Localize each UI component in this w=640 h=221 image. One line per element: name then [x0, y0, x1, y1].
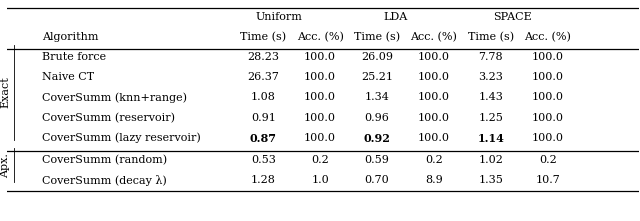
Text: 7.78: 7.78	[479, 52, 503, 62]
Text: 0.2: 0.2	[539, 155, 557, 165]
Text: 0.92: 0.92	[364, 133, 390, 144]
Text: Time (s): Time (s)	[240, 32, 286, 42]
Text: 100.0: 100.0	[304, 52, 336, 62]
Text: CoverSumm (decay λ): CoverSumm (decay λ)	[42, 175, 166, 186]
Text: 10.7: 10.7	[535, 175, 560, 185]
Text: 1.28: 1.28	[251, 175, 276, 185]
Text: 1.14: 1.14	[477, 133, 504, 144]
Text: 1.25: 1.25	[478, 113, 503, 123]
Text: CoverSumm (knn+range): CoverSumm (knn+range)	[42, 93, 187, 103]
Text: 0.96: 0.96	[365, 113, 389, 123]
Text: CoverSumm (random): CoverSumm (random)	[42, 155, 167, 166]
Text: 0.2: 0.2	[311, 155, 329, 165]
Text: 100.0: 100.0	[532, 93, 564, 103]
Text: 8.9: 8.9	[425, 175, 443, 185]
Text: 100.0: 100.0	[418, 93, 450, 103]
Text: 1.0: 1.0	[311, 175, 329, 185]
Text: 100.0: 100.0	[418, 72, 450, 82]
Text: 100.0: 100.0	[532, 72, 564, 82]
Text: Time (s): Time (s)	[354, 32, 400, 42]
Text: Exact: Exact	[0, 77, 10, 108]
Text: Acc. (%): Acc. (%)	[524, 32, 571, 42]
Text: 3.23: 3.23	[478, 72, 503, 82]
Text: 100.0: 100.0	[532, 133, 564, 143]
Text: 28.23: 28.23	[247, 52, 279, 62]
Text: Acc. (%): Acc. (%)	[297, 32, 344, 42]
Text: Algorithm: Algorithm	[42, 32, 99, 42]
Text: 0.59: 0.59	[365, 155, 389, 165]
Text: 26.37: 26.37	[247, 72, 279, 82]
Text: 1.02: 1.02	[478, 155, 503, 165]
Text: Apx.: Apx.	[0, 153, 10, 178]
Text: 0.87: 0.87	[250, 133, 276, 144]
Text: 0.2: 0.2	[425, 155, 443, 165]
Text: SPACE: SPACE	[493, 12, 532, 22]
Text: Uniform: Uniform	[255, 12, 303, 22]
Text: 100.0: 100.0	[532, 52, 564, 62]
Text: 100.0: 100.0	[304, 133, 336, 143]
Text: 0.91: 0.91	[251, 113, 276, 123]
Text: CoverSumm (lazy reservoir): CoverSumm (lazy reservoir)	[42, 133, 201, 143]
Text: 0.70: 0.70	[365, 175, 389, 185]
Text: LDA: LDA	[384, 12, 408, 22]
Text: 25.21: 25.21	[361, 72, 393, 82]
Text: 26.09: 26.09	[361, 52, 393, 62]
Text: 100.0: 100.0	[304, 113, 336, 123]
Text: 1.43: 1.43	[478, 93, 503, 103]
Text: Naive CT: Naive CT	[42, 72, 94, 82]
Text: Time (s): Time (s)	[468, 32, 514, 42]
Text: Acc. (%): Acc. (%)	[410, 32, 458, 42]
Text: 1.08: 1.08	[251, 93, 276, 103]
Text: 100.0: 100.0	[304, 72, 336, 82]
Text: 1.35: 1.35	[478, 175, 503, 185]
Text: CoverSumm (reservoir): CoverSumm (reservoir)	[42, 113, 175, 123]
Text: Brute force: Brute force	[42, 52, 106, 62]
Text: 100.0: 100.0	[304, 93, 336, 103]
Text: 100.0: 100.0	[532, 113, 564, 123]
Text: 100.0: 100.0	[418, 133, 450, 143]
Text: 1.34: 1.34	[365, 93, 389, 103]
Text: 100.0: 100.0	[418, 113, 450, 123]
Text: 0.53: 0.53	[251, 155, 276, 165]
Text: 100.0: 100.0	[418, 52, 450, 62]
